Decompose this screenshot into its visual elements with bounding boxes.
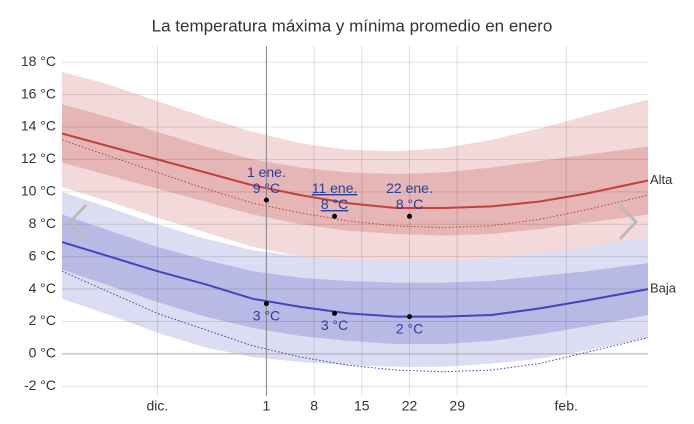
marker [263,301,269,307]
x-tick-label: feb. [555,398,578,414]
x-tick-label: 8 [310,398,318,414]
marker [407,314,413,320]
series-line [61,241,649,318]
series-line [61,132,649,209]
annotation-value: 8 °C [321,196,348,212]
annotation-value: 2 °C [396,320,423,336]
x-tick-label: 1 [263,398,271,414]
y-tick-label: 14 °C [21,118,56,134]
annotation-date: 22 ene. [386,180,433,196]
marker [332,213,338,219]
nav-next[interactable] [618,203,639,241]
band [62,214,648,345]
series-label: Baja [650,280,677,295]
y-tick-label: 0 °C [29,345,56,361]
annotation-value: 3 °C [321,317,348,333]
x-tick-label: 22 [402,398,418,414]
y-tick-label: 8 °C [29,215,56,231]
nav-prev[interactable] [67,203,88,241]
annotation-value: 8 °C [396,196,423,212]
x-tick-label: dic. [146,398,168,414]
y-tick-label: 12 °C [21,150,56,166]
marker [263,197,269,203]
annotation-value: 9 °C [253,180,280,196]
annotation-value: 3 °C [253,307,280,323]
y-tick-label: 4 °C [29,280,56,296]
chart-title: La temperatura máxima y mínima promedio … [152,16,553,35]
y-tick-label: -2 °C [24,377,56,393]
y-tick-label: 16 °C [21,85,56,101]
y-tick-label: 18 °C [21,53,56,69]
y-tick-label: 10 °C [21,183,56,199]
y-tick-label: 2 °C [29,312,56,328]
annotation-date: 1 ene. [247,164,286,180]
annotation-date: 11 ene. [312,180,358,196]
feels-like-line [61,270,649,373]
x-tick-label: 15 [354,398,370,414]
band [62,104,648,236]
feels-like-line [61,139,649,229]
series-label: Alta [650,172,673,187]
x-tick-label: 29 [449,398,465,414]
y-tick-label: 6 °C [29,247,56,263]
marker [332,310,338,316]
marker [407,213,413,219]
